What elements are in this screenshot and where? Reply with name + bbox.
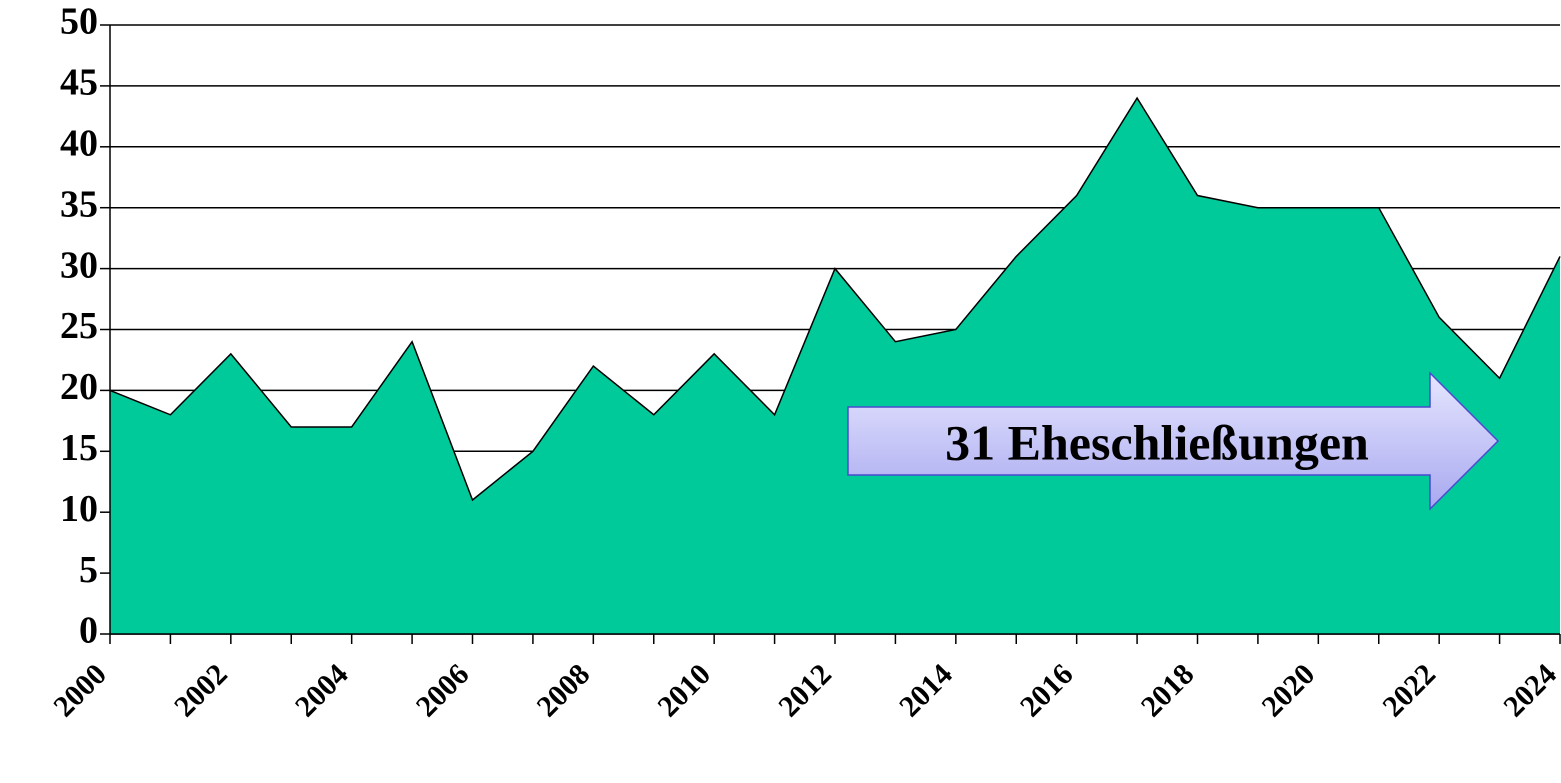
y-tick-label: 10 bbox=[60, 488, 98, 530]
y-tick-label: 50 bbox=[60, 1, 98, 43]
annotation-arrow bbox=[847, 371, 1500, 511]
y-tick-label: 5 bbox=[79, 549, 98, 591]
y-tick-label: 25 bbox=[60, 305, 98, 347]
x-tick-label: 2002 bbox=[168, 658, 234, 724]
x-tick-label: 2014 bbox=[893, 658, 959, 724]
x-tick-label: 2018 bbox=[1135, 658, 1201, 724]
x-tick-label: 2000 bbox=[47, 658, 113, 724]
x-tick-label: 2004 bbox=[289, 658, 355, 724]
area bbox=[110, 98, 1560, 634]
x-tick-label: 2022 bbox=[1376, 658, 1442, 724]
x-tick-label: 2008 bbox=[531, 658, 597, 724]
x-tick-label: 2006 bbox=[410, 658, 476, 724]
x-tick-label: 2024 bbox=[1497, 658, 1561, 724]
y-tick-label: 40 bbox=[60, 123, 98, 165]
x-tick-label: 2012 bbox=[772, 658, 838, 724]
y-tick-label: 45 bbox=[60, 62, 98, 104]
y-tick-label: 15 bbox=[60, 427, 98, 469]
x-tick-label: 2020 bbox=[1256, 658, 1322, 724]
y-tick-label: 0 bbox=[79, 610, 98, 652]
y-tick-label: 35 bbox=[60, 183, 98, 225]
annotation: 31 Eheschließungen bbox=[945, 414, 1369, 470]
y-tick-label: 30 bbox=[60, 244, 98, 286]
x-tick-label: 2010 bbox=[651, 658, 717, 724]
y-tick-label: 20 bbox=[60, 366, 98, 408]
area-line bbox=[109, 96, 1561, 502]
x-tick-label: 2016 bbox=[1014, 658, 1080, 724]
